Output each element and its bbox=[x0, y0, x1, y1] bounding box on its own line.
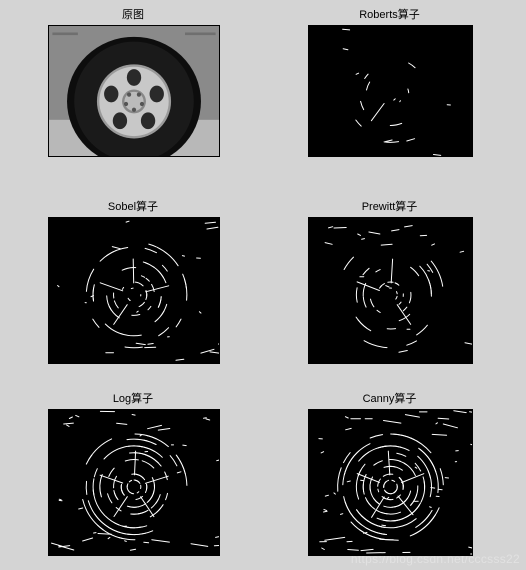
edge-map-log bbox=[49, 410, 219, 555]
axes-prewitt bbox=[308, 217, 473, 364]
subplot-title-canny: Canny算子 bbox=[308, 392, 471, 406]
figure-window: https://blog.csdn.net/cccsss22 原图Roberts… bbox=[0, 0, 526, 570]
edge-map-canny bbox=[309, 410, 472, 555]
subplot-roberts: Roberts算子 bbox=[308, 8, 471, 157]
axes-original bbox=[48, 25, 220, 157]
original-image bbox=[49, 26, 219, 156]
axes-canny bbox=[308, 409, 473, 556]
edge-map-roberts bbox=[309, 26, 472, 156]
subplot-prewitt: Prewitt算子 bbox=[308, 200, 471, 364]
axes-sobel bbox=[48, 217, 220, 364]
edge-map-sobel bbox=[49, 218, 219, 363]
subplot-canny: Canny算子 bbox=[308, 392, 471, 556]
subplot-title-sobel: Sobel算子 bbox=[48, 200, 218, 214]
subplot-title-log: Log算子 bbox=[48, 392, 218, 406]
edge-map-prewitt bbox=[309, 218, 472, 363]
subplot-title-prewitt: Prewitt算子 bbox=[308, 200, 471, 214]
subplot-original: 原图 bbox=[48, 8, 218, 157]
axes-log bbox=[48, 409, 220, 556]
subplot-title-original: 原图 bbox=[48, 8, 218, 22]
axes-roberts bbox=[308, 25, 473, 157]
subplot-title-roberts: Roberts算子 bbox=[308, 8, 471, 22]
subplot-sobel: Sobel算子 bbox=[48, 200, 218, 364]
subplot-log: Log算子 bbox=[48, 392, 218, 556]
